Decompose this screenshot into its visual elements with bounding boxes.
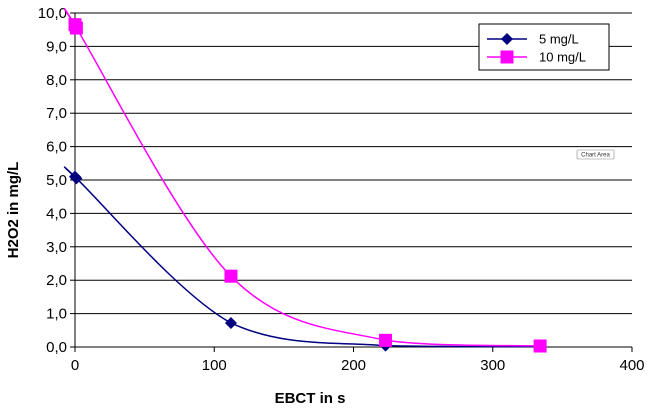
y-tick-label-6: 6,0: [46, 139, 67, 156]
y-tick-label-10: 10,0: [38, 5, 67, 22]
x-tick-label-1: 100: [202, 357, 227, 374]
y-tick-label-0: 0,0: [46, 339, 67, 356]
series-group: [63, 8, 547, 353]
x-tick-label-4: 400: [619, 357, 644, 374]
point-s1-3: [379, 333, 393, 347]
legend-marker-1: [500, 50, 514, 64]
tooltip-text: Chart Area: [581, 153, 610, 159]
y-tick-label-7: 7,0: [46, 105, 67, 122]
y-tick-label-9: 9,0: [46, 38, 67, 55]
legend-label-0: 5 mg/L: [539, 32, 579, 47]
y-tick-label-5: 5,0: [46, 172, 67, 189]
x-tick-labels: 0 100 200 300 400: [71, 357, 645, 374]
legend-marker-0: [501, 33, 513, 45]
point-s1-4: [533, 339, 547, 353]
y-tick-label-2: 2,0: [46, 272, 67, 289]
legend-label-1: 10 mg/L: [539, 50, 586, 65]
y-tick-label-3: 3,0: [46, 239, 67, 256]
y-tick-label-1: 1,0: [46, 306, 67, 323]
x-tick-label-2: 200: [341, 357, 366, 374]
y-tick-labels: 0,0 1,0 2,0 3,0 4,0 5,0 6,0 7,0 8,0 9,0 10,0: [38, 5, 67, 356]
legend: 5 mg/L 10 mg/L: [478, 23, 610, 71]
point-s1-1: [69, 21, 83, 35]
series-1: [63, 8, 547, 353]
point-s1-2: [224, 269, 238, 283]
y-axis-title: H2O2 in mg/L: [5, 162, 22, 259]
x-tick-label-3: 300: [480, 357, 505, 374]
x-axis-title: EBCT in s: [275, 390, 346, 407]
point-s0-1: [70, 172, 83, 185]
x-tick-label-0: 0: [71, 357, 79, 374]
point-s0-2: [224, 316, 237, 329]
y-tick-label-4: 4,0: [46, 205, 67, 222]
y-tick-label-8: 8,0: [46, 72, 67, 89]
chart-area-tooltip: Chart Area: [576, 149, 615, 160]
